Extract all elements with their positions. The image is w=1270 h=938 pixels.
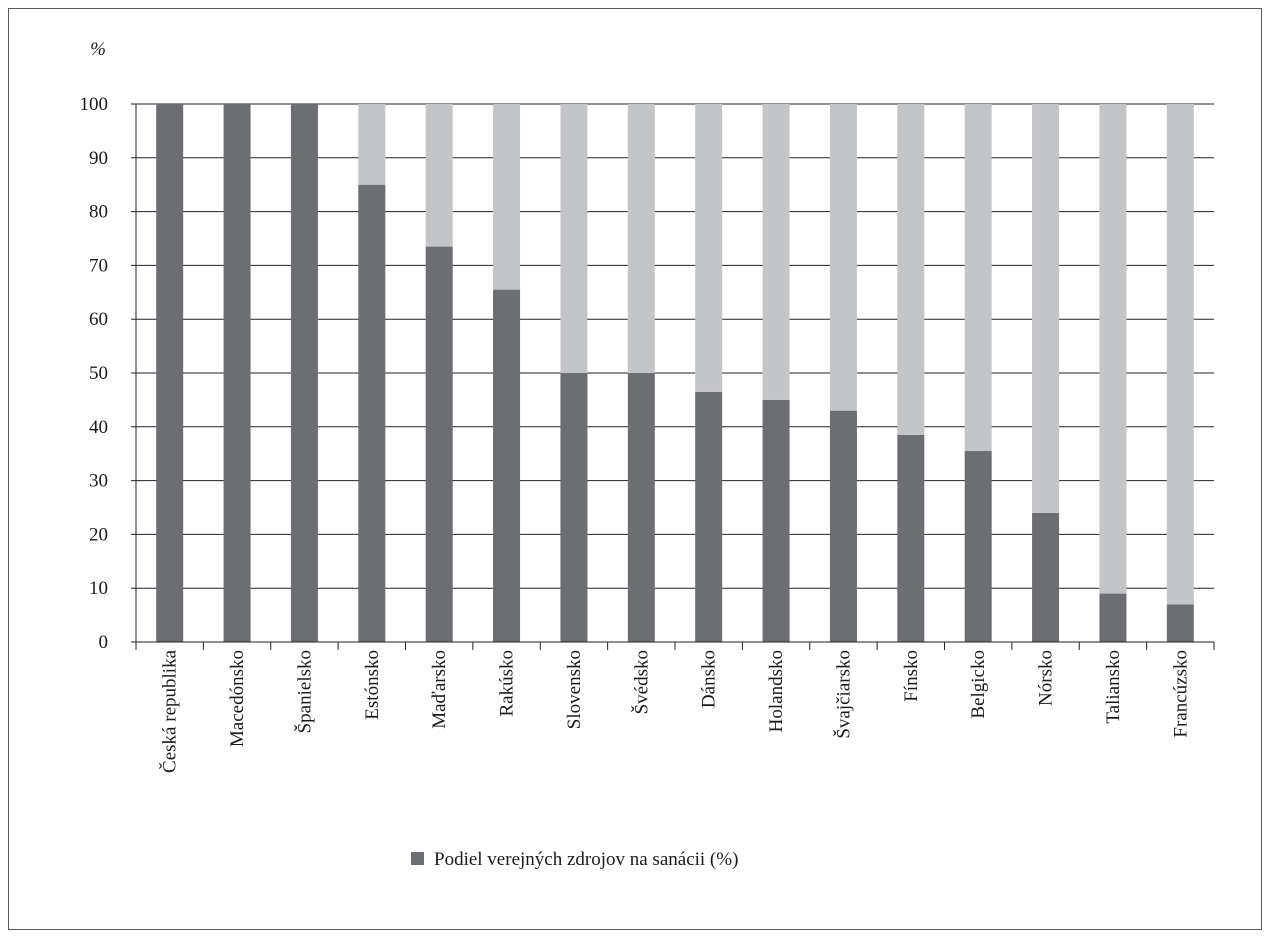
bar-remainder (964, 104, 992, 452)
x-category-label: Španielsko (293, 650, 315, 733)
bar-public-share (964, 451, 992, 642)
y-tick-label: 60 (89, 309, 108, 330)
bar-remainder (829, 104, 857, 411)
bar-remainder (560, 104, 588, 373)
bar-remainder (1032, 104, 1060, 513)
bar-public-share (290, 104, 318, 642)
x-category-label: Dánsko (699, 650, 720, 708)
bar-public-share (1032, 512, 1060, 642)
y-tick-label: 80 (89, 202, 108, 223)
x-category-label: Fínsko (901, 650, 922, 702)
bar-public-share (156, 104, 184, 642)
bar-remainder (897, 104, 925, 435)
y-tick-label: 70 (89, 255, 108, 276)
bar-public-share (493, 289, 521, 642)
bar-remainder (1099, 104, 1127, 594)
y-tick-label: 20 (89, 524, 108, 545)
y-tick-label: 10 (89, 578, 108, 599)
y-tick-label: 40 (89, 417, 108, 438)
legend-label: Podiel verejných zdrojov na sanácii (%) (434, 849, 738, 870)
y-tick-label: 0 (99, 632, 109, 653)
x-category-label: Francúzsko (1170, 650, 1191, 738)
bar-remainder (493, 104, 521, 290)
y-tick-label: 90 (89, 148, 108, 169)
x-category-label: Nórsko (1036, 650, 1057, 706)
y-tick-label: 100 (80, 94, 109, 115)
x-category-label: Estónsko (362, 650, 383, 720)
bar-remainder (358, 104, 386, 185)
y-axis-label: % (90, 39, 106, 60)
bar-remainder (695, 104, 723, 392)
bar-public-share (1166, 604, 1194, 642)
x-category-label: Slovensko (564, 650, 585, 729)
y-tick-label: 50 (89, 363, 108, 384)
x-category-label: Taliansko (1103, 650, 1124, 724)
y-tick-label: 30 (89, 471, 108, 492)
bar-remainder (425, 104, 453, 247)
bar-remainder (627, 104, 655, 373)
x-category-label: Švajčiarsko (832, 650, 854, 739)
bar-remainder (1166, 104, 1194, 605)
bar-public-share (1099, 593, 1127, 642)
x-category-label: Belgicko (968, 650, 989, 719)
x-category-label: Maďarsko (429, 650, 450, 729)
bar-public-share (358, 184, 386, 642)
x-category-label: Švédsko (630, 650, 652, 714)
legend-swatch (411, 852, 424, 865)
bar-public-share (223, 104, 251, 642)
x-category-label: Rakúsko (497, 650, 518, 717)
bar-public-share (829, 410, 857, 642)
x-category-label: Macedónsko (227, 650, 248, 747)
bar-public-share (560, 373, 588, 642)
bar-public-share (897, 434, 925, 642)
x-category-label: Holandsko (766, 650, 787, 732)
bar-remainder (762, 104, 790, 400)
bar-public-share (762, 399, 790, 642)
x-category-label: Česká republika (159, 649, 181, 773)
bar-public-share (695, 391, 723, 642)
bar-public-share (425, 246, 453, 642)
bar-public-share (627, 373, 655, 642)
